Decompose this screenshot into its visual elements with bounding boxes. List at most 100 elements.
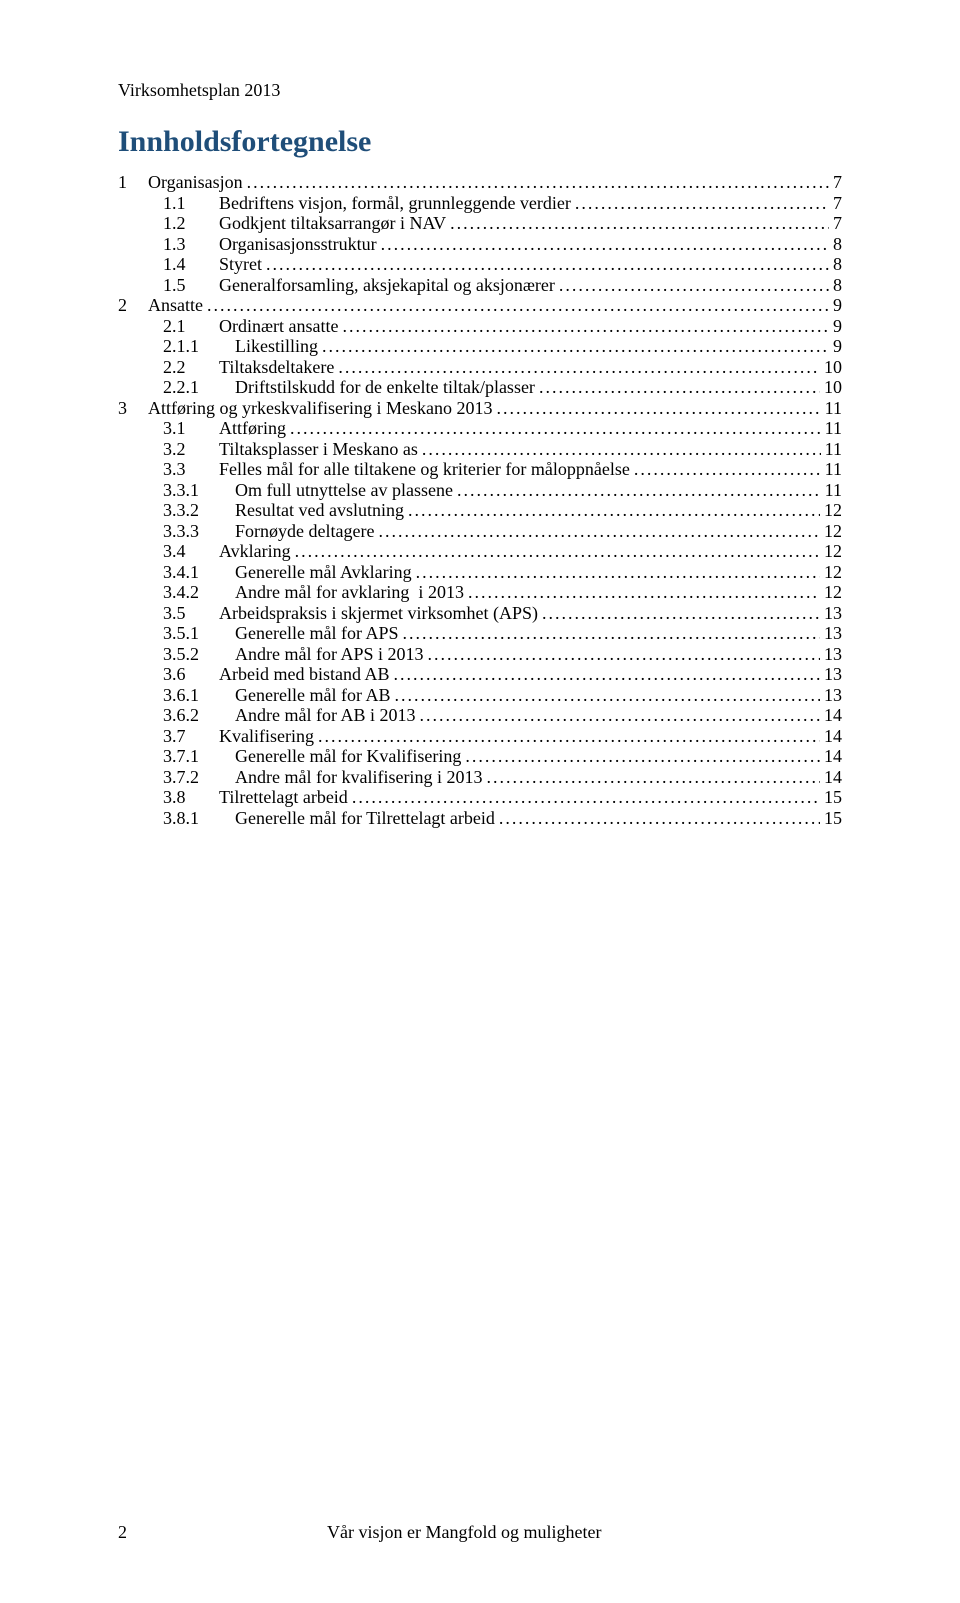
toc-entry[interactable]: 2.2.1Driftstilskudd for de enkelte tilta…	[118, 378, 842, 396]
toc-entry[interactable]: 3.7Kvalifisering14	[118, 727, 842, 745]
toc-entry-title: Generelle mål Avklaring	[235, 562, 412, 582]
toc-entry-page: 11	[821, 481, 842, 499]
toc-entry[interactable]: 1.5Generalforsamling, aksjekapital og ak…	[118, 276, 842, 294]
toc-leader	[203, 296, 829, 314]
toc-entry-label: 2Ansatte	[118, 296, 203, 314]
toc-entry[interactable]: 3.3.2Resultat ved avslutning12	[118, 501, 842, 519]
toc-entry[interactable]: 3.4Avklaring12	[118, 542, 842, 560]
toc-entry-label: 1Organisasjon	[118, 173, 243, 191]
table-of-contents: 1Organisasjon7 1.1Bedriftens visjon, form…	[118, 173, 842, 827]
toc-entry-page: 10	[820, 358, 842, 376]
toc-leader	[291, 542, 820, 560]
toc-entry[interactable]: 2.1Ordinært ansatte9	[118, 317, 842, 335]
toc-entry-title: Attføring	[219, 418, 286, 438]
toc-entry[interactable]: 3.3.1Om full utnyttelse av plassene11	[118, 481, 842, 499]
toc-entry-page: 13	[820, 624, 842, 642]
toc-entry-number: 3.4.2	[163, 583, 235, 601]
toc-entry[interactable]: 3.4.2Andre mål for avklaring i 201312	[118, 583, 842, 601]
toc-entry-title: Andre mål for kvalifisering i 2013	[235, 767, 482, 787]
page-number: 2	[118, 1522, 127, 1543]
toc-entry[interactable]: 3Attføring og yrkeskvalifisering i Meska…	[118, 399, 842, 417]
toc-entry-title: Andre mål for AB i 2013	[235, 705, 415, 725]
toc-entry[interactable]: 3.4.1Generelle mål Avklaring 12	[118, 563, 842, 581]
toc-entry-title: Likestilling	[235, 336, 318, 356]
toc-entry-title: Kvalifisering	[219, 726, 314, 746]
toc-entry[interactable]: 1.1Bedriftens visjon, formål, grunnlegge…	[118, 194, 842, 212]
toc-leader	[461, 747, 820, 765]
toc-entry[interactable]: 3.8Tilrettelagt arbeid15	[118, 788, 842, 806]
toc-entry-number: 3.5.2	[163, 645, 235, 663]
toc-leader	[389, 665, 820, 683]
toc-entry-number: 3	[118, 399, 148, 417]
toc-entry-number: 3.3	[163, 460, 219, 478]
page-footer: 2 Vår visjon er Mangfold og muligheter	[118, 1522, 601, 1543]
toc-entry[interactable]: 3.6Arbeid med bistand AB13	[118, 665, 842, 683]
toc-leader	[418, 440, 821, 458]
toc-entry-page: 14	[820, 768, 842, 786]
toc-entry[interactable]: 1.4Styret8	[118, 255, 842, 273]
toc-entry-number: 3.5	[163, 604, 219, 622]
toc-leader	[286, 419, 821, 437]
toc-entry-number: 2.2.1	[163, 378, 235, 396]
toc-entry-label: 3.4.1Generelle mål Avklaring	[118, 563, 412, 581]
toc-entry-number: 1.2	[163, 214, 219, 232]
toc-entry-label: 3.1Attføring	[118, 419, 286, 437]
toc-entry[interactable]: 3.6.2Andre mål for AB i 201314	[118, 706, 842, 724]
toc-entry[interactable]: 1.3Organisasjonsstruktur8	[118, 235, 842, 253]
toc-entry-page: 15	[820, 809, 842, 827]
toc-leader	[630, 460, 821, 478]
toc-entry[interactable]: 3.5.2Andre mål for APS i 201313	[118, 645, 842, 663]
toc-entry-title: Generelle mål for Kvalifisering	[235, 746, 461, 766]
toc-entry[interactable]: 2Ansatte9	[118, 296, 842, 314]
toc-entry[interactable]: 3.3.3Fornøyde deltagere12	[118, 522, 842, 540]
toc-entry-title: Arbeidspraksis i skjermet virksomhet (AP…	[219, 603, 538, 623]
toc-entry-number: 3.7.1	[163, 747, 235, 765]
footer-tagline: Vår visjon er Mangfold og muligheter	[327, 1522, 601, 1543]
toc-entry-number: 2.1	[163, 317, 219, 335]
toc-title: Innholdsfortegnelse	[118, 125, 842, 159]
toc-leader	[482, 768, 820, 786]
toc-leader	[453, 481, 821, 499]
toc-leader	[415, 706, 820, 724]
toc-entry-number: 3.6.1	[163, 686, 235, 704]
toc-entry[interactable]: 2.2Tiltaksdeltakere 10	[118, 358, 842, 376]
toc-entry-title: Generelle mål for AB	[235, 685, 390, 705]
toc-entry-label: 3.6Arbeid med bistand AB	[118, 665, 389, 683]
toc-entry-page: 9	[829, 317, 842, 335]
toc-entry-label: 3.3.3Fornøyde deltagere	[118, 522, 374, 540]
toc-entry[interactable]: 3.7.2Andre mål for kvalifisering i 20131…	[118, 768, 842, 786]
toc-entry-title: Attføring og yrkeskvalifisering i Meskan…	[148, 398, 492, 418]
toc-entry[interactable]: 3.5Arbeidspraksis i skjermet virksomhet …	[118, 604, 842, 622]
toc-entry[interactable]: 3.6.1Generelle mål for AB13	[118, 686, 842, 704]
toc-entry-label: 3.7Kvalifisering	[118, 727, 314, 745]
toc-entry-label: 2.1.1Likestilling	[118, 337, 318, 355]
toc-leader	[334, 358, 820, 376]
toc-entry-title: Avklaring	[219, 541, 291, 561]
toc-entry-number: 3.5.1	[163, 624, 235, 642]
toc-entry[interactable]: 2.1.1Likestilling 9	[118, 337, 842, 355]
toc-leader	[243, 173, 829, 191]
toc-entry[interactable]: 3.5.1Generelle mål for APS13	[118, 624, 842, 642]
toc-entry-page: 12	[820, 563, 842, 581]
toc-entry-number: 1.4	[163, 255, 219, 273]
toc-entry[interactable]: 3.3Felles mål for alle tiltakene og krit…	[118, 460, 842, 478]
toc-leader	[398, 624, 820, 642]
toc-entry-label: 2.2Tiltaksdeltakere	[118, 358, 334, 376]
toc-entry-title: Om full utnyttelse av plassene	[235, 480, 453, 500]
toc-entry[interactable]: 3.2Tiltaksplasser i Meskano as11	[118, 440, 842, 458]
toc-leader	[492, 399, 820, 417]
toc-entry-title: Fornøyde deltagere	[235, 521, 374, 541]
toc-entry-page: 13	[820, 604, 842, 622]
toc-entry-label: 1.2Godkjent tiltaksarrangør i NAV	[118, 214, 446, 232]
toc-entry[interactable]: 1.2Godkjent tiltaksarrangør i NAV7	[118, 214, 842, 232]
toc-entry-page: 9	[829, 337, 842, 355]
toc-entry-page: 12	[820, 501, 842, 519]
toc-entry-number: 2	[118, 296, 148, 314]
toc-entry-number: 3.6.2	[163, 706, 235, 724]
toc-entry[interactable]: 3.7.1Generelle mål for Kvalifisering14	[118, 747, 842, 765]
toc-entry-number: 3.3.3	[163, 522, 235, 540]
toc-entry[interactable]: 3.1Attføring11	[118, 419, 842, 437]
toc-entry[interactable]: 1Organisasjon7	[118, 173, 842, 191]
toc-entry[interactable]: 3.8.1Generelle mål for Tilrettelagt arbe…	[118, 809, 842, 827]
toc-entry-page: 8	[829, 276, 842, 294]
